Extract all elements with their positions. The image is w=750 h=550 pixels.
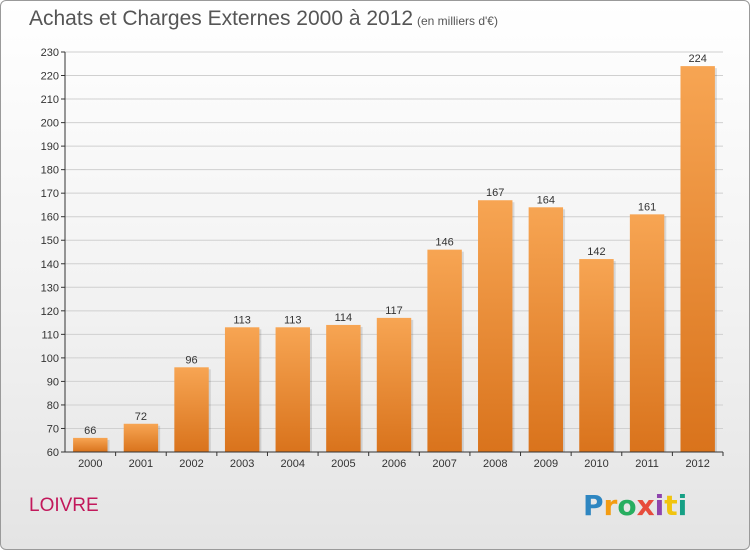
y-tick-label: 180 bbox=[41, 165, 59, 177]
y-tick-label: 160 bbox=[41, 212, 59, 224]
logo-letter: r bbox=[603, 489, 618, 522]
x-tick-label: 2001 bbox=[129, 458, 153, 470]
x-tick-label: 2009 bbox=[534, 458, 558, 470]
logo-letter: i bbox=[654, 489, 665, 522]
y-tick-label: 90 bbox=[47, 376, 59, 388]
y-tick-label: 230 bbox=[41, 47, 59, 59]
data-label: 117 bbox=[385, 305, 403, 317]
data-label: 114 bbox=[335, 312, 353, 324]
x-tick-label: 2012 bbox=[685, 458, 709, 470]
x-tick-label: 2007 bbox=[432, 458, 456, 470]
data-label: 146 bbox=[435, 237, 453, 249]
data-label: 72 bbox=[135, 411, 147, 423]
data-label: 167 bbox=[486, 187, 504, 199]
data-label: 161 bbox=[638, 201, 656, 213]
bar bbox=[478, 200, 513, 452]
y-tick-label: 190 bbox=[41, 141, 59, 153]
axes: 60 70 80 90 100 110 120 130 140 150 160 170 180 190 20… bbox=[41, 47, 724, 470]
x-tick-label: 2002 bbox=[179, 458, 203, 470]
y-tick-label: 100 bbox=[41, 353, 59, 365]
bar bbox=[629, 214, 665, 452]
y-tick-label: 220 bbox=[41, 71, 59, 83]
x-tick-label: 2006 bbox=[382, 458, 406, 470]
y-tick-label: 130 bbox=[41, 282, 59, 294]
y-tick-label: 150 bbox=[41, 235, 59, 247]
proxiti-logo: Proxiti bbox=[583, 489, 687, 522]
bar bbox=[579, 259, 614, 452]
chart-title: Achats et Charges Externes 2000 à 2012 bbox=[29, 7, 414, 30]
bar bbox=[326, 324, 361, 452]
y-tick-label: 210 bbox=[41, 94, 59, 106]
chart-subtitle: (en milliers d'€) bbox=[417, 14, 498, 28]
data-labels: 66 72 96 113 113 114 117 146 167 164 142 161 224 bbox=[84, 53, 707, 437]
commune-name: LOIVRE bbox=[29, 495, 99, 516]
y-tick-label: 170 bbox=[41, 188, 59, 200]
y-tick-label: 60 bbox=[47, 447, 59, 459]
x-tick-label: 2005 bbox=[331, 458, 355, 470]
bar bbox=[427, 249, 462, 452]
y-tick-label: 200 bbox=[41, 118, 59, 130]
y-tick-label: 110 bbox=[41, 329, 59, 341]
bar bbox=[174, 367, 209, 452]
bar bbox=[224, 327, 260, 452]
logo-letter: P bbox=[583, 489, 604, 522]
y-tick-label: 80 bbox=[47, 400, 59, 412]
bar bbox=[275, 327, 310, 452]
y-tick-label: 70 bbox=[47, 423, 59, 435]
data-label: 164 bbox=[537, 194, 555, 206]
bar bbox=[376, 317, 412, 452]
data-label: 96 bbox=[185, 354, 197, 366]
data-label: 224 bbox=[689, 53, 707, 65]
bar bbox=[528, 207, 564, 452]
data-label: 66 bbox=[84, 425, 96, 437]
logo-letter: t bbox=[664, 489, 678, 522]
data-label: 142 bbox=[587, 246, 605, 258]
x-tick-label: 2003 bbox=[230, 458, 254, 470]
x-tick-label: 2000 bbox=[78, 458, 102, 470]
logo-letter: i bbox=[677, 489, 688, 522]
logo-letter: o bbox=[617, 489, 637, 522]
x-tick-label: 2008 bbox=[483, 458, 507, 470]
x-tick-label: 2004 bbox=[281, 458, 305, 470]
logo-letter: x bbox=[636, 489, 655, 522]
y-tick-label: 140 bbox=[41, 259, 59, 271]
bar bbox=[123, 423, 159, 452]
bar bbox=[680, 66, 715, 452]
data-label: 113 bbox=[284, 314, 302, 326]
y-tick-label: 120 bbox=[41, 306, 59, 318]
data-label: 113 bbox=[233, 314, 251, 326]
x-tick-label: 2010 bbox=[584, 458, 608, 470]
x-tick-label: 2011 bbox=[635, 458, 659, 470]
bar bbox=[73, 437, 108, 452]
bars bbox=[73, 66, 717, 452]
